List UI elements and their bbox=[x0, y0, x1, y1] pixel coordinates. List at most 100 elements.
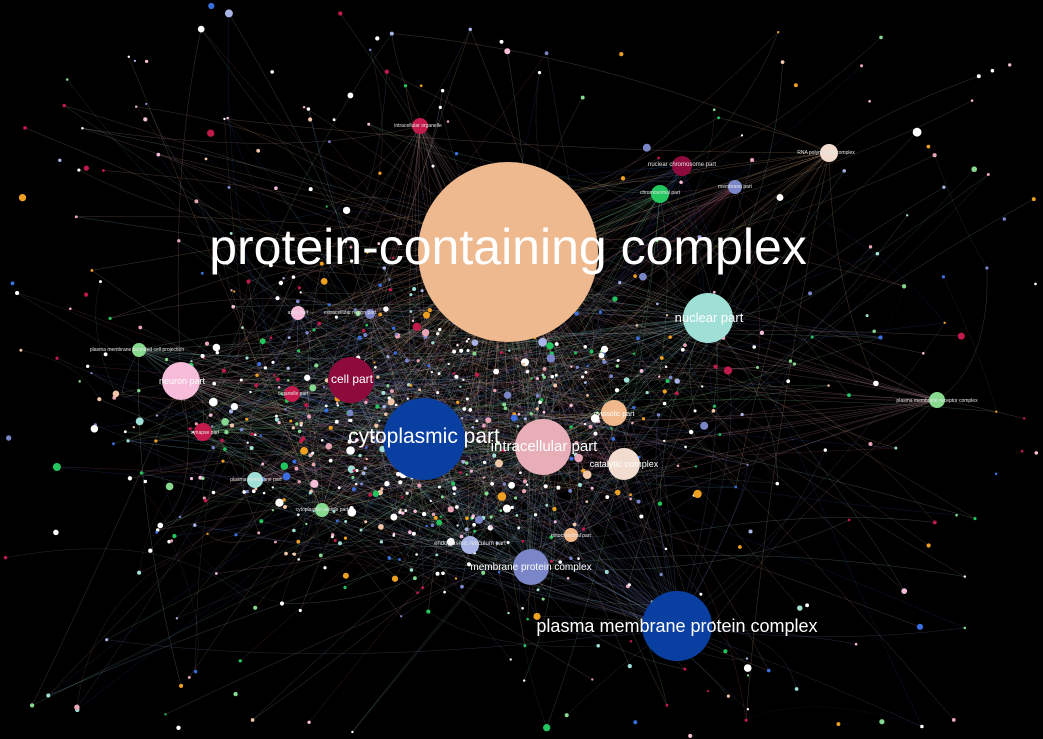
graph-node[interactable] bbox=[108, 316, 112, 321]
graph-node[interactable] bbox=[358, 453, 362, 458]
graph-node[interactable] bbox=[346, 411, 349, 414]
graph-node[interactable] bbox=[328, 458, 333, 463]
graph-node[interactable] bbox=[901, 284, 907, 289]
graph-node[interactable] bbox=[499, 39, 504, 44]
graph-node[interactable] bbox=[275, 498, 284, 507]
graph-node[interactable] bbox=[105, 638, 109, 642]
graph-node[interactable] bbox=[391, 575, 399, 582]
graph-node[interactable] bbox=[419, 84, 423, 88]
graph-node[interactable] bbox=[668, 335, 672, 339]
graph-node[interactable] bbox=[361, 471, 366, 476]
graph-node[interactable] bbox=[306, 107, 311, 111]
graph-node[interactable] bbox=[535, 376, 540, 381]
graph-node[interactable] bbox=[386, 355, 390, 359]
hub-protein-containing-complex[interactable] bbox=[418, 162, 598, 342]
graph-node[interactable] bbox=[375, 439, 378, 443]
graph-node[interactable] bbox=[262, 491, 266, 495]
graph-node[interactable] bbox=[233, 290, 236, 293]
graph-node[interactable] bbox=[632, 405, 636, 410]
graph-node[interactable] bbox=[77, 168, 81, 172]
graph-node[interactable] bbox=[452, 486, 457, 491]
graph-node[interactable] bbox=[464, 527, 469, 532]
graph-node[interactable] bbox=[352, 469, 356, 472]
graph-node[interactable] bbox=[713, 364, 718, 369]
hub-catalytic-complex[interactable] bbox=[608, 448, 640, 480]
graph-node[interactable] bbox=[544, 51, 549, 56]
node-intracellular-part[interactable] bbox=[515, 419, 571, 475]
graph-node[interactable] bbox=[299, 291, 302, 294]
graph-node[interactable] bbox=[656, 302, 659, 306]
graph-node[interactable] bbox=[156, 152, 161, 157]
graph-node[interactable] bbox=[619, 51, 624, 57]
graph-node[interactable] bbox=[430, 370, 434, 374]
graph-node[interactable] bbox=[409, 568, 414, 572]
graph-node[interactable] bbox=[481, 570, 486, 575]
graph-node[interactable] bbox=[376, 375, 380, 379]
graph-node[interactable] bbox=[994, 472, 998, 476]
node-catalytic-complex[interactable] bbox=[608, 448, 640, 480]
graph-node[interactable] bbox=[440, 495, 444, 499]
graph-node[interactable] bbox=[808, 291, 813, 296]
graph-node[interactable] bbox=[378, 419, 381, 422]
graph-node[interactable] bbox=[273, 540, 277, 544]
graph-node[interactable] bbox=[570, 365, 573, 369]
graph-node[interactable] bbox=[797, 605, 803, 611]
graph-node[interactable] bbox=[246, 279, 251, 284]
graph-node[interactable] bbox=[425, 524, 428, 528]
graph-node[interactable] bbox=[611, 437, 616, 441]
graph-node[interactable] bbox=[296, 349, 301, 353]
graph-node[interactable] bbox=[197, 25, 205, 33]
graph-node[interactable] bbox=[810, 335, 814, 339]
graph-node[interactable] bbox=[297, 429, 302, 434]
graph-node[interactable] bbox=[23, 126, 27, 130]
graph-node[interactable] bbox=[388, 287, 393, 292]
graph-node[interactable] bbox=[605, 495, 610, 500]
graph-node[interactable] bbox=[499, 509, 503, 512]
graph-node[interactable] bbox=[145, 102, 148, 106]
graph-node[interactable] bbox=[204, 341, 210, 346]
graph-node[interactable] bbox=[668, 375, 673, 380]
graph-node[interactable] bbox=[148, 548, 153, 553]
graph-node[interactable] bbox=[584, 370, 588, 374]
graph-node[interactable] bbox=[558, 560, 562, 564]
graph-node[interactable] bbox=[394, 332, 398, 336]
graph-node[interactable] bbox=[441, 571, 445, 576]
graph-node[interactable] bbox=[517, 526, 521, 530]
graph-node[interactable] bbox=[740, 134, 744, 137]
graph-node[interactable] bbox=[583, 422, 587, 426]
graph-node[interactable] bbox=[510, 414, 518, 422]
graph-node[interactable] bbox=[439, 515, 442, 518]
graph-node[interactable] bbox=[308, 187, 313, 192]
graph-node[interactable] bbox=[435, 571, 440, 576]
graph-node[interactable] bbox=[985, 266, 989, 270]
graph-node[interactable] bbox=[471, 425, 475, 429]
graph-node[interactable] bbox=[19, 348, 23, 352]
graph-node[interactable] bbox=[204, 157, 208, 161]
graph-node[interactable] bbox=[193, 669, 198, 674]
graph-node[interactable] bbox=[324, 408, 329, 413]
graph-node[interactable] bbox=[322, 385, 326, 389]
graph-node[interactable] bbox=[138, 325, 143, 330]
node-membrane-part[interactable] bbox=[728, 180, 742, 194]
graph-node[interactable] bbox=[662, 389, 667, 394]
graph-node[interactable] bbox=[522, 679, 526, 682]
graph-node[interactable] bbox=[510, 505, 514, 510]
graph-node[interactable] bbox=[137, 570, 142, 575]
graph-node[interactable] bbox=[1008, 63, 1012, 67]
graph-node[interactable] bbox=[550, 374, 555, 379]
graph-node[interactable] bbox=[472, 351, 477, 356]
graph-node[interactable] bbox=[15, 290, 20, 296]
graph-node[interactable] bbox=[403, 84, 408, 88]
graph-node[interactable] bbox=[295, 299, 300, 304]
graph-node[interactable] bbox=[433, 515, 438, 520]
graph-node[interactable] bbox=[482, 460, 487, 465]
graph-node[interactable] bbox=[417, 483, 422, 488]
graph-node[interactable] bbox=[550, 559, 553, 563]
graph-node[interactable] bbox=[312, 510, 315, 513]
graph-node[interactable] bbox=[447, 506, 454, 513]
graph-node[interactable] bbox=[847, 393, 851, 398]
graph-node[interactable] bbox=[465, 340, 469, 343]
graph-node[interactable] bbox=[279, 601, 285, 606]
graph-node[interactable] bbox=[932, 153, 937, 158]
hub-nuclear-part[interactable] bbox=[683, 293, 733, 343]
